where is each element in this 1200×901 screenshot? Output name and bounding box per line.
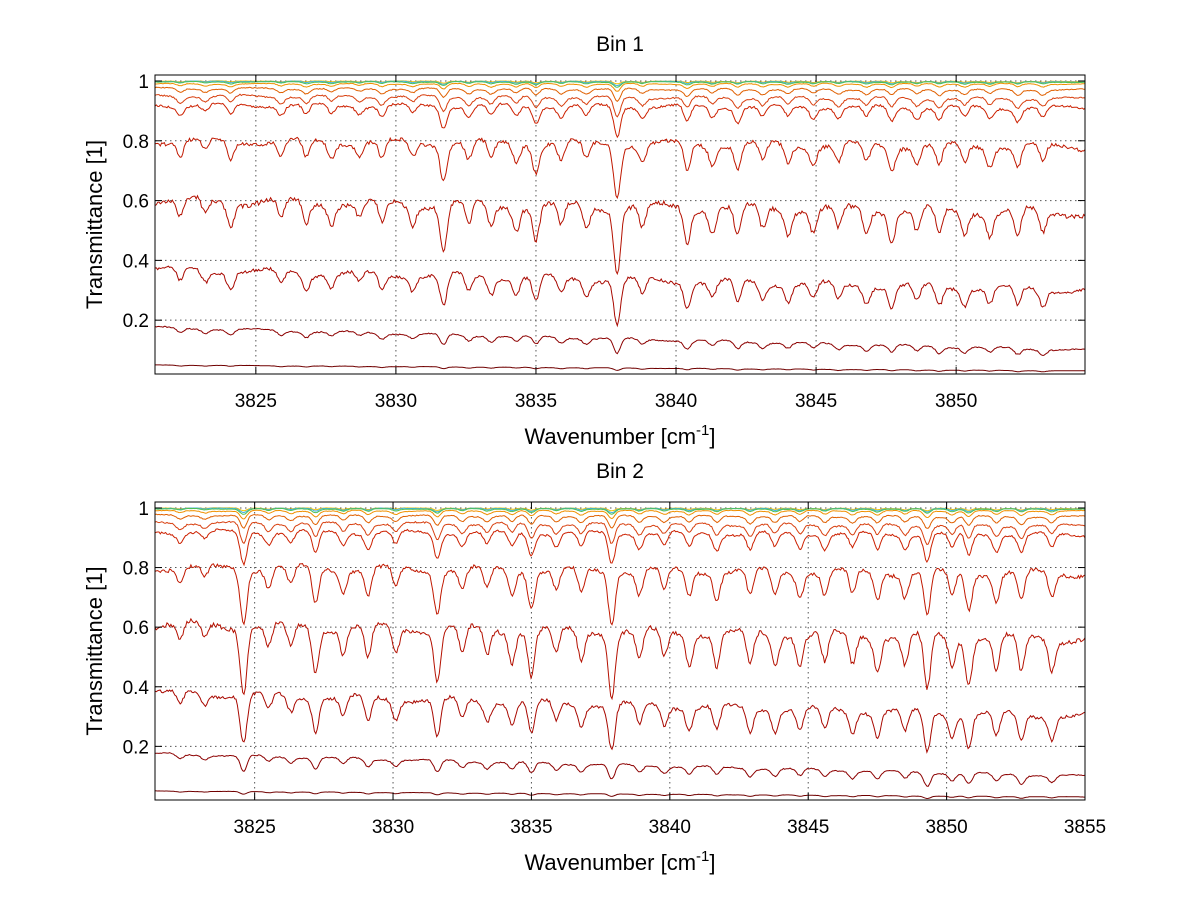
y-tick-label: 1 [138,499,149,520]
chart-title: Bin 1 [596,33,644,56]
y-tick-label: 0.2 [123,737,149,758]
series-line [154,689,1086,754]
series-line [154,509,1086,520]
chart-title: Bin 2 [596,460,644,483]
series-line [154,136,1086,200]
series-line [154,80,1086,88]
y-tick-label: 0.2 [123,311,149,332]
series-line [155,364,1086,373]
series-line [154,86,1086,102]
series-line [154,790,1085,800]
series-line [154,520,1086,546]
x-tick-label: 3850 [935,391,977,412]
x-tick-label: 3840 [649,817,691,838]
y-tick-label: 1 [138,72,149,93]
y-tick-label: 0.4 [123,678,150,699]
y-tick-label: 0.8 [123,132,149,153]
y-tick-label: 0.4 [123,251,150,272]
x-tick-label: 3840 [655,391,697,412]
series-line [154,93,1086,118]
axes-frame [154,74,1086,375]
y-axis-label: Transmittance [1] [82,566,107,735]
x-axis-label: Wavenumber [cm-1] [524,848,715,875]
series-line [155,82,1086,92]
y-axis-label: Transmittance [1] [82,140,107,309]
x-tick-label: 3830 [372,817,414,838]
series-line [154,528,1086,567]
x-axis-label: Wavenumber [cm-1] [524,422,715,449]
series-line [154,752,1086,787]
series-line [154,513,1086,529]
x-tick-label: 3850 [925,817,967,838]
x-tick-label: 3825 [234,817,276,838]
series-line [154,265,1086,328]
chart-panel-1: 3825 3830 3835 3840 3845 3850 0.2 0.4 0.6 0.8 1 Bin… [82,33,1086,449]
series-line [154,617,1086,701]
x-tick-label: 3845 [795,391,837,412]
series-line [154,194,1086,276]
x-tick-label: 3835 [515,391,557,412]
chart-panel-2: 3825 3830 3835 3840 3845 3850 3855 0.2 0.4 0.6 0.8… [82,460,1106,875]
series-line [154,325,1086,356]
y-tick-label: 0.6 [123,192,149,213]
axes-frame [154,501,1086,801]
x-tick-label: 3855 [1064,817,1106,838]
y-tick-label: 0.6 [123,618,149,639]
y-tick-label: 0.8 [123,559,149,580]
series-line [154,507,1086,515]
x-tick-label: 3830 [375,391,417,412]
series-line [154,563,1086,626]
x-tick-label: 3835 [510,817,552,838]
series-line [154,102,1086,139]
x-tick-label: 3845 [787,817,829,838]
x-tick-label: 3825 [235,391,277,412]
